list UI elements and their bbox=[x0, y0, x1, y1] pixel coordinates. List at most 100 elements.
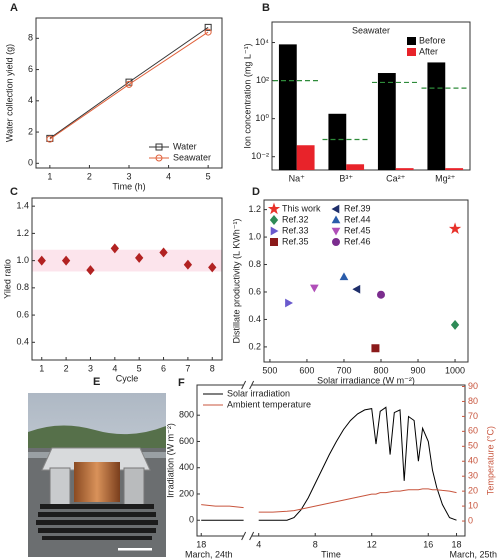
data-line bbox=[49, 31, 209, 140]
marker bbox=[376, 290, 385, 299]
y-tick-label: 10⁴ bbox=[255, 37, 269, 47]
legend-label: After bbox=[419, 46, 438, 56]
photo-fins bbox=[36, 504, 158, 540]
photo bbox=[28, 393, 166, 557]
bar bbox=[328, 113, 347, 170]
y-axis-label: Irradiation (W m⁻²) bbox=[165, 423, 175, 498]
x-tick-label: 16 bbox=[423, 539, 433, 549]
chart-title: Seawater bbox=[352, 25, 390, 35]
y2-tick-label: 90 bbox=[468, 381, 478, 391]
y2-tick-label: 20 bbox=[468, 486, 478, 496]
x-tick-label: B³⁺ bbox=[339, 173, 353, 183]
marker bbox=[61, 255, 71, 266]
y-tick-label: 200 bbox=[179, 488, 194, 498]
panel-label: D bbox=[252, 186, 260, 198]
x-tick-label: 18 bbox=[452, 539, 462, 549]
axis-break bbox=[243, 533, 252, 539]
y-tick-label: 800 bbox=[179, 410, 194, 420]
photo-side bbox=[49, 467, 71, 507]
y-tick-label: 600 bbox=[179, 436, 194, 446]
axis-break bbox=[243, 382, 252, 388]
y-tick-label: 1.0 bbox=[16, 255, 29, 265]
x-axis-label: Solar irradiance (W m⁻²) bbox=[317, 375, 415, 385]
photo-trees bbox=[28, 425, 166, 452]
axis-break-mark bbox=[249, 380, 255, 390]
y-tick-label: 1.0 bbox=[248, 231, 261, 241]
y2-tick-label: 0 bbox=[468, 515, 473, 525]
y-tick-label: 0.8 bbox=[16, 282, 29, 292]
marker bbox=[352, 284, 361, 294]
x-tick-label: 3 bbox=[88, 363, 93, 373]
legend-label: Ref.45 bbox=[344, 225, 371, 235]
x-axis-label: Time bbox=[321, 549, 341, 559]
x-tick-label: Na⁺ bbox=[289, 173, 306, 183]
x-axis-label: Cycle bbox=[116, 373, 139, 383]
y-tick-label: 0.4 bbox=[16, 337, 29, 347]
y-tick-label: 1.4 bbox=[16, 201, 29, 211]
x-tick-label: 4 bbox=[112, 363, 117, 373]
x-tick-label: 900 bbox=[411, 365, 426, 375]
x-tick-label: 3 bbox=[126, 171, 131, 181]
panel-label: A bbox=[10, 2, 18, 14]
legend-label: Ref.32 bbox=[282, 214, 309, 224]
y-tick-label: 10² bbox=[256, 75, 269, 85]
legend-label: Solar irradiation bbox=[227, 388, 290, 398]
marker bbox=[310, 284, 319, 293]
legend-label: Water bbox=[173, 141, 197, 151]
plot-frame bbox=[196, 384, 466, 537]
y-tick-label: 1.2 bbox=[248, 204, 261, 214]
axis-break-mark bbox=[249, 531, 255, 541]
x-tick-label: 2 bbox=[87, 171, 92, 181]
photo-copper bbox=[74, 462, 120, 502]
y-axis-label: Water collection yield (g) bbox=[4, 44, 14, 142]
y-tick-label: 0 bbox=[189, 515, 194, 525]
y2-tick-label: 50 bbox=[468, 441, 478, 451]
legend-swatch bbox=[407, 48, 416, 56]
legend-swatch bbox=[407, 37, 416, 45]
y2-tick-label: 70 bbox=[468, 411, 478, 421]
marker bbox=[110, 243, 119, 254]
y-axis-label: Distillate productivity (L KWh⁻¹) bbox=[231, 219, 241, 344]
marker bbox=[135, 252, 144, 263]
bar bbox=[395, 168, 414, 170]
data-line bbox=[201, 504, 244, 509]
x-tick-label: 4 bbox=[256, 539, 261, 549]
y-tick-label: 1.2 bbox=[16, 228, 29, 238]
y2-tick-label: 30 bbox=[468, 471, 478, 481]
plot-frame bbox=[263, 199, 469, 363]
x-tick-label: 4 bbox=[166, 171, 171, 181]
marker bbox=[450, 319, 460, 330]
photo-scale-bar bbox=[118, 548, 152, 551]
panel-label: C bbox=[10, 186, 18, 198]
legend-marker bbox=[270, 238, 278, 246]
band bbox=[32, 249, 222, 272]
axis-break-mark bbox=[241, 380, 247, 390]
bar bbox=[445, 168, 464, 170]
y-tick-label: 0.2 bbox=[248, 341, 261, 351]
legend-label: Ref.46 bbox=[344, 236, 371, 246]
plot-frame bbox=[271, 21, 471, 171]
marker bbox=[159, 247, 168, 258]
date-label: March, 25th bbox=[449, 549, 497, 559]
y-tick-label: 10⁰ bbox=[255, 113, 269, 123]
data-line bbox=[258, 406, 457, 521]
x-tick-label: 5 bbox=[206, 171, 211, 181]
panel-label: F bbox=[178, 377, 185, 389]
legend-marker bbox=[270, 226, 279, 236]
bar bbox=[346, 164, 365, 170]
photo-top-plate bbox=[41, 447, 151, 471]
marker bbox=[46, 135, 54, 143]
y-tick-label: 10⁻² bbox=[251, 151, 269, 161]
legend-marker bbox=[331, 215, 341, 224]
marker bbox=[183, 259, 193, 270]
y2-axis-label: Temperature (°C) bbox=[485, 426, 495, 495]
legend-marker bbox=[267, 202, 281, 215]
axis-break-mark bbox=[241, 531, 247, 541]
legend-marker bbox=[269, 215, 279, 225]
legend-label: Seawater bbox=[173, 152, 211, 162]
panel-label: B bbox=[262, 2, 270, 14]
legend-label: Ref.39 bbox=[344, 203, 371, 213]
legend-label: This work bbox=[282, 203, 321, 213]
marker bbox=[208, 262, 217, 273]
